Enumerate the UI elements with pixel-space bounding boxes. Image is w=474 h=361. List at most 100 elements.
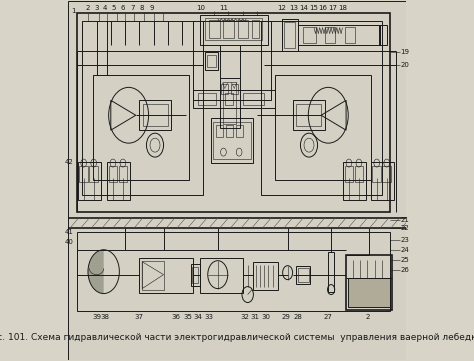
Bar: [238, 19, 248, 38]
Text: 30: 30: [262, 314, 271, 321]
Text: 16: 16: [318, 5, 327, 11]
Text: 27: 27: [323, 314, 332, 321]
Text: 4: 4: [103, 5, 107, 11]
Text: 34: 34: [193, 314, 202, 321]
Bar: [220, 78, 240, 128]
Bar: [139, 100, 172, 130]
Bar: [90, 166, 98, 182]
Text: 21: 21: [400, 217, 409, 223]
Bar: [221, 84, 228, 94]
Bar: [292, 100, 325, 130]
Bar: [298, 25, 380, 44]
Bar: [373, 166, 381, 182]
Bar: [303, 27, 316, 43]
Bar: [252, 19, 259, 38]
Bar: [109, 166, 117, 182]
Text: 40: 40: [65, 239, 74, 245]
Text: 29: 29: [282, 314, 291, 321]
Bar: [284, 22, 295, 48]
Text: 26: 26: [400, 267, 409, 273]
Bar: [355, 166, 363, 182]
Bar: [298, 268, 309, 282]
Text: 10: 10: [196, 5, 205, 11]
Text: 24: 24: [400, 247, 409, 253]
Bar: [226, 125, 233, 137]
Text: 37: 37: [135, 314, 144, 321]
Bar: [191, 264, 200, 286]
Bar: [118, 166, 127, 182]
Text: 22: 22: [400, 225, 409, 231]
Text: 18: 18: [338, 5, 347, 11]
Text: 20: 20: [400, 62, 409, 69]
Text: 17: 17: [328, 5, 337, 11]
Bar: [223, 19, 234, 38]
Bar: [77, 232, 390, 312]
Bar: [205, 18, 262, 40]
Bar: [78, 162, 101, 200]
Text: 23: 23: [400, 237, 409, 243]
Text: 36: 36: [172, 314, 181, 321]
Bar: [282, 19, 298, 51]
Bar: [225, 93, 233, 105]
Bar: [296, 104, 321, 126]
Bar: [261, 21, 382, 195]
Bar: [296, 266, 310, 284]
Bar: [205, 52, 218, 70]
Polygon shape: [88, 250, 104, 293]
Text: 33: 33: [205, 314, 214, 321]
Bar: [193, 90, 275, 108]
Text: 15: 15: [309, 5, 318, 11]
Text: 3: 3: [94, 5, 99, 11]
Text: 14: 14: [299, 5, 308, 11]
Text: 19: 19: [400, 49, 409, 56]
Bar: [328, 252, 334, 292]
Bar: [207, 56, 216, 68]
Bar: [346, 255, 392, 309]
Text: 2: 2: [86, 5, 90, 11]
Bar: [345, 166, 353, 182]
Bar: [230, 84, 238, 94]
Bar: [80, 166, 88, 182]
Bar: [383, 166, 391, 182]
Bar: [143, 104, 168, 126]
Text: 2: 2: [365, 314, 370, 321]
Text: 8: 8: [140, 5, 145, 11]
Bar: [198, 93, 216, 105]
Bar: [192, 267, 199, 283]
Bar: [243, 93, 264, 105]
Bar: [345, 27, 356, 43]
Bar: [325, 27, 336, 43]
Bar: [107, 162, 130, 200]
Bar: [379, 25, 387, 44]
Bar: [139, 258, 193, 292]
Text: 1: 1: [72, 8, 76, 14]
Bar: [210, 118, 254, 163]
Bar: [93, 75, 189, 180]
Text: 5: 5: [111, 5, 116, 11]
Text: 39: 39: [92, 314, 101, 321]
Text: 13: 13: [289, 5, 298, 11]
Text: 11: 11: [219, 5, 228, 11]
Text: 38: 38: [100, 314, 109, 321]
Text: 9: 9: [150, 5, 155, 11]
Bar: [200, 258, 243, 292]
Text: 41: 41: [65, 229, 74, 235]
Bar: [348, 278, 390, 306]
Bar: [142, 261, 164, 290]
Bar: [82, 21, 203, 195]
Text: 42: 42: [65, 159, 74, 165]
Text: 7: 7: [130, 5, 135, 11]
Bar: [213, 122, 251, 159]
Bar: [209, 19, 220, 38]
Bar: [193, 21, 271, 100]
Bar: [77, 13, 390, 212]
Text: Рис. 101. Схема гидравлической части электрогидравлической системы  управления в: Рис. 101. Схема гидравлической части эле…: [0, 333, 474, 342]
Text: 32: 32: [240, 314, 249, 321]
Text: 28: 28: [293, 314, 302, 321]
Text: 31: 31: [250, 314, 259, 321]
Bar: [275, 75, 371, 180]
Bar: [223, 82, 236, 124]
Text: 12: 12: [277, 5, 286, 11]
Bar: [236, 125, 243, 137]
Bar: [254, 262, 278, 290]
